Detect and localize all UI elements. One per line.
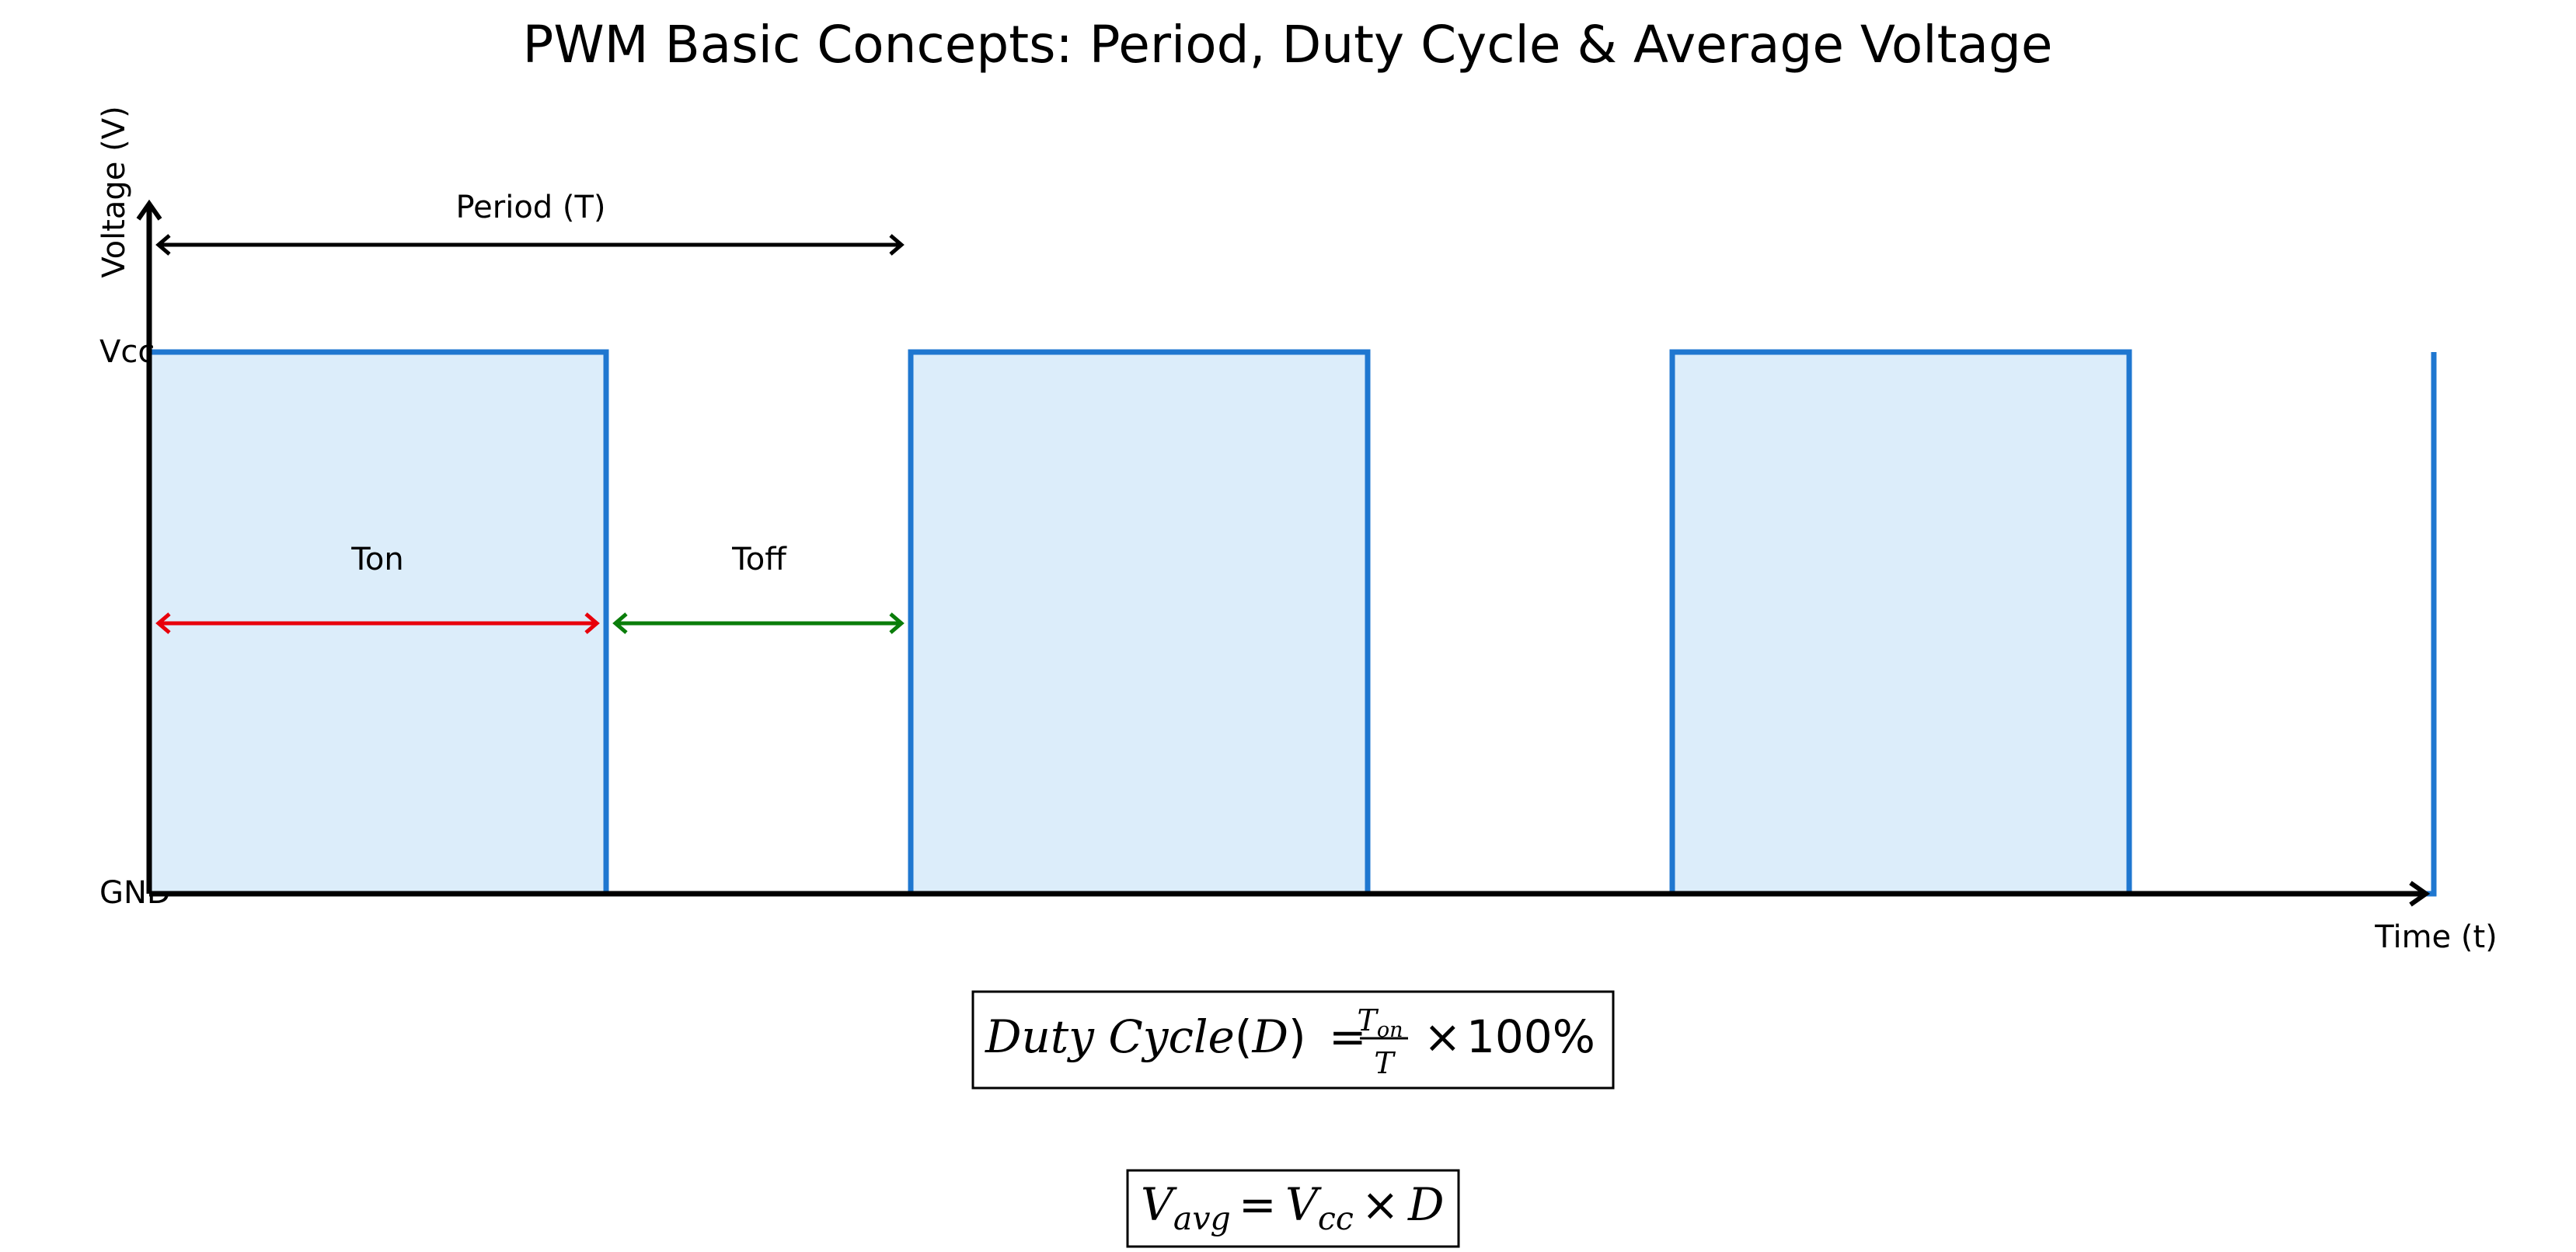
- ton-arrowhead-right: [584, 612, 600, 634]
- y-axis-arrowhead: [136, 199, 162, 221]
- toff-annotation: Toff: [612, 542, 905, 634]
- svg-text:Vcc: Vcc: [1285, 1178, 1354, 1237]
- vavg-rhs-main: V: [1285, 1178, 1322, 1231]
- vavg-rhs2: D: [1407, 1178, 1445, 1231]
- vavg-lhs-sub: avg: [1173, 1200, 1231, 1237]
- duty-close-paren: ): [1288, 1010, 1306, 1063]
- axes: [136, 199, 2431, 907]
- average-voltage-formula-box: [1126, 1169, 1460, 1248]
- y-axis-label: Voltage (V): [96, 106, 132, 277]
- toff-arrowhead-right: [889, 612, 905, 634]
- duty-open-paren: (: [1235, 1010, 1253, 1063]
- ton-label: Ton: [350, 542, 403, 577]
- pwm-signal-line: [146, 349, 2437, 897]
- duty-denominator: T: [1374, 1046, 1396, 1080]
- svg-text:Duty Cycle(D): Duty Cycle(D): [985, 1010, 1306, 1063]
- period-arrowhead-left: [155, 234, 171, 256]
- vavg-times: ×: [1361, 1178, 1400, 1231]
- duty-cycle-formula: Duty Cycle(D) = Ton T × 100%: [971, 990, 1615, 1090]
- duty-value: 100%: [1466, 1010, 1595, 1063]
- ton-arrowhead-left: [155, 612, 171, 634]
- ton-annotation: Ton: [155, 542, 600, 634]
- diagram-title: PWM Basic Concepts: Period, Duty Cycle &…: [523, 15, 2053, 75]
- duty-times: ×: [1424, 1010, 1462, 1063]
- vavg-rhs-sub: cc: [1318, 1200, 1354, 1237]
- svg-text:Vavg: Vavg: [1141, 1178, 1231, 1237]
- duty-numerator-main: T: [1357, 1003, 1379, 1038]
- pulse-fill-3: [1672, 352, 2129, 894]
- toff-arrowhead-left: [612, 612, 628, 634]
- period-arrowhead-right: [889, 234, 905, 256]
- duty-symbol: D: [1252, 1010, 1289, 1063]
- pulse-fill-2: [911, 352, 1368, 894]
- vavg-equals: =: [1239, 1178, 1277, 1231]
- vavg-lhs-main: V: [1141, 1178, 1177, 1231]
- x-axis-arrowhead: [2409, 881, 2431, 907]
- duty-cycle-lhs: Duty Cycle: [985, 1010, 1235, 1063]
- duty-equals: =: [1329, 1010, 1367, 1063]
- duty-cycle-formula-box: [971, 990, 1615, 1090]
- average-voltage-formula: Vavg = Vcc × D: [1126, 1169, 1460, 1248]
- toff-label: Toff: [731, 542, 787, 577]
- vcc-level-label: Vcc: [99, 334, 155, 370]
- period-annotation: Period (T): [155, 190, 905, 256]
- period-label: Period (T): [455, 190, 605, 225]
- x-axis-label: Time (t): [2374, 919, 2498, 955]
